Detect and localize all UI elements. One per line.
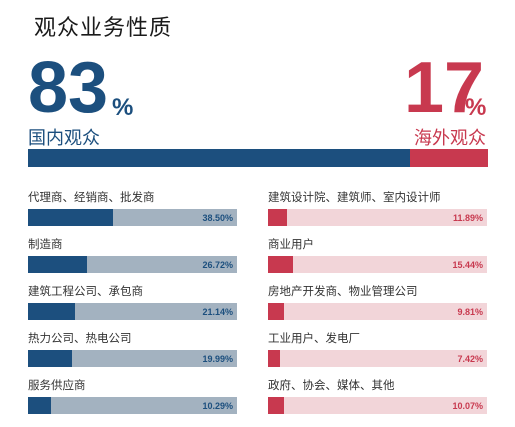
overseas-percent: 17: [404, 48, 485, 128]
domestic-category-label: 服务供应商: [28, 378, 86, 392]
overseas-category-label: 工业用户、发电厂: [268, 331, 360, 345]
overseas-category-label: 房地产开发商、物业管理公司: [268, 284, 418, 298]
overseas-bar-track: [268, 397, 487, 414]
overseas-percent-unit: %: [465, 94, 487, 121]
domestic-percent: 83: [28, 48, 109, 128]
overseas-bar-fill: [268, 350, 280, 367]
overseas-value-label: 9.81%: [457, 307, 483, 317]
overseas-bar-track: [268, 303, 487, 320]
domestic-percent-unit: %: [112, 94, 134, 121]
domestic-value-label: 21.14%: [202, 307, 233, 317]
overseas-bar-fill: [268, 397, 284, 414]
domestic-category-label: 代理商、经销商、批发商: [28, 190, 155, 204]
overseas-category-label: 商业用户: [268, 237, 314, 251]
overseas-category-label: 政府、协会、媒体、其他: [268, 378, 395, 392]
share-bar: [28, 149, 488, 167]
overseas-value-label: 15.44%: [452, 260, 483, 270]
domestic-value-label: 38.50%: [202, 213, 233, 223]
domestic-category-label: 制造商: [28, 237, 63, 251]
domestic-bar-fill: [28, 209, 113, 226]
overseas-value-label: 10.07%: [452, 401, 483, 411]
domestic-bar-track: [28, 350, 237, 367]
domestic-bar-track: [28, 303, 237, 320]
domestic-bar-fill: [28, 256, 87, 273]
domestic-category-label: 建筑工程公司、承包商: [28, 284, 143, 298]
overseas-bar-fill: [268, 209, 287, 226]
overseas-bar-fill: [268, 256, 293, 273]
overseas-value-label: 7.42%: [457, 354, 483, 364]
overseas-bar-track: [268, 350, 487, 367]
chart-title: 观众业务性质: [34, 16, 173, 41]
overseas-value-label: 11.89%: [452, 213, 483, 223]
domestic-value-label: 26.72%: [202, 260, 233, 270]
overseas-bar-track: [268, 209, 487, 226]
share-bar-overseas: [410, 149, 488, 167]
overseas-bar-fill: [268, 303, 284, 320]
domestic-value-label: 10.29%: [202, 401, 233, 411]
overseas-category-label: 建筑设计院、建筑师、室内设计师: [268, 190, 441, 204]
domestic-bar-fill: [28, 303, 75, 320]
domestic-label: 国内观众: [28, 128, 100, 149]
share-bar-domestic: [28, 149, 410, 167]
domestic-bar-fill: [28, 397, 51, 414]
domestic-value-label: 19.99%: [202, 354, 233, 364]
domestic-bar-track: [28, 397, 237, 414]
overseas-bar-track: [268, 256, 487, 273]
domestic-category-label: 热力公司、热电公司: [28, 331, 132, 345]
overseas-label: 海外观众: [414, 128, 486, 149]
domestic-bar-fill: [28, 350, 72, 367]
